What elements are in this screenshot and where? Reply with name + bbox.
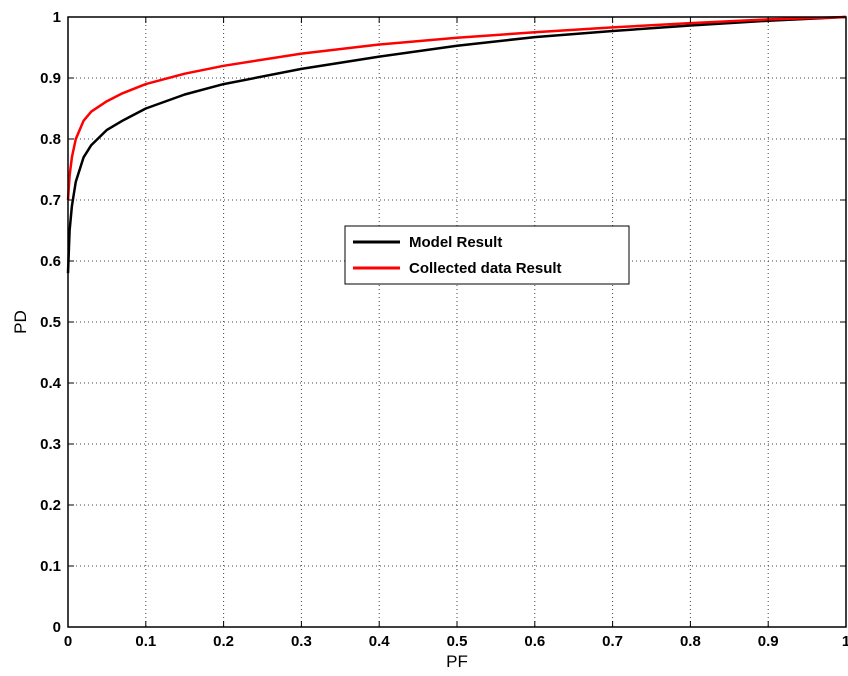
y-tick-label: 0.6: [40, 253, 61, 270]
y-tick-label: 0.7: [40, 192, 61, 209]
y-axis-label: PD: [11, 310, 30, 334]
x-tick-label: 1: [842, 633, 848, 650]
x-axis-label: PF: [446, 652, 468, 671]
legend-label-model-result: Model Result: [409, 234, 502, 251]
x-tick-label: 0.4: [369, 633, 391, 650]
legend-box: [344, 225, 630, 285]
y-tick-label: 0.9: [40, 70, 61, 87]
series-lines: [66, 15, 847, 274]
series-line-collected-data-result: [66, 15, 847, 201]
y-tick-label: 0.2: [40, 497, 61, 514]
x-tick-label: 0: [64, 633, 72, 650]
y-tick-label: 0.4: [40, 375, 62, 392]
legend-label-collected-data-result: Collected data Result: [409, 260, 562, 277]
y-tick-label: 0.5: [40, 314, 61, 331]
grid: [68, 17, 846, 627]
x-tick-label: 0.8: [680, 633, 701, 650]
y-tick-label: 0: [53, 619, 61, 636]
legend: Model Result Collected data Result: [344, 225, 630, 285]
x-tick-label: 0.5: [447, 633, 468, 650]
y-tick-label: 0.8: [40, 131, 61, 148]
x-tick-label: 0.1: [135, 633, 156, 650]
y-tick-label: 0.1: [40, 558, 61, 575]
x-tick-label: 0.9: [758, 633, 779, 650]
x-tick-label: 0.3: [291, 633, 312, 650]
y-tick-label: 0.3: [40, 436, 61, 453]
series-line-model-result: [66, 15, 847, 274]
x-tick-label: 0.7: [602, 633, 623, 650]
y-tick-labels: 0 0.1 0.2 0.3 0.4 0.5 0.6 0.7 0.8 0.9 1: [40, 9, 62, 636]
x-tick-label: 0.2: [213, 633, 234, 650]
x-tick-label: 0.6: [524, 633, 545, 650]
tick-marks: [67, 16, 847, 628]
x-tick-labels: 0 0.1 0.2 0.3 0.4 0.5 0.6 0.7 0.8 0.9 1: [64, 633, 848, 650]
y-tick-label: 1: [53, 9, 61, 26]
